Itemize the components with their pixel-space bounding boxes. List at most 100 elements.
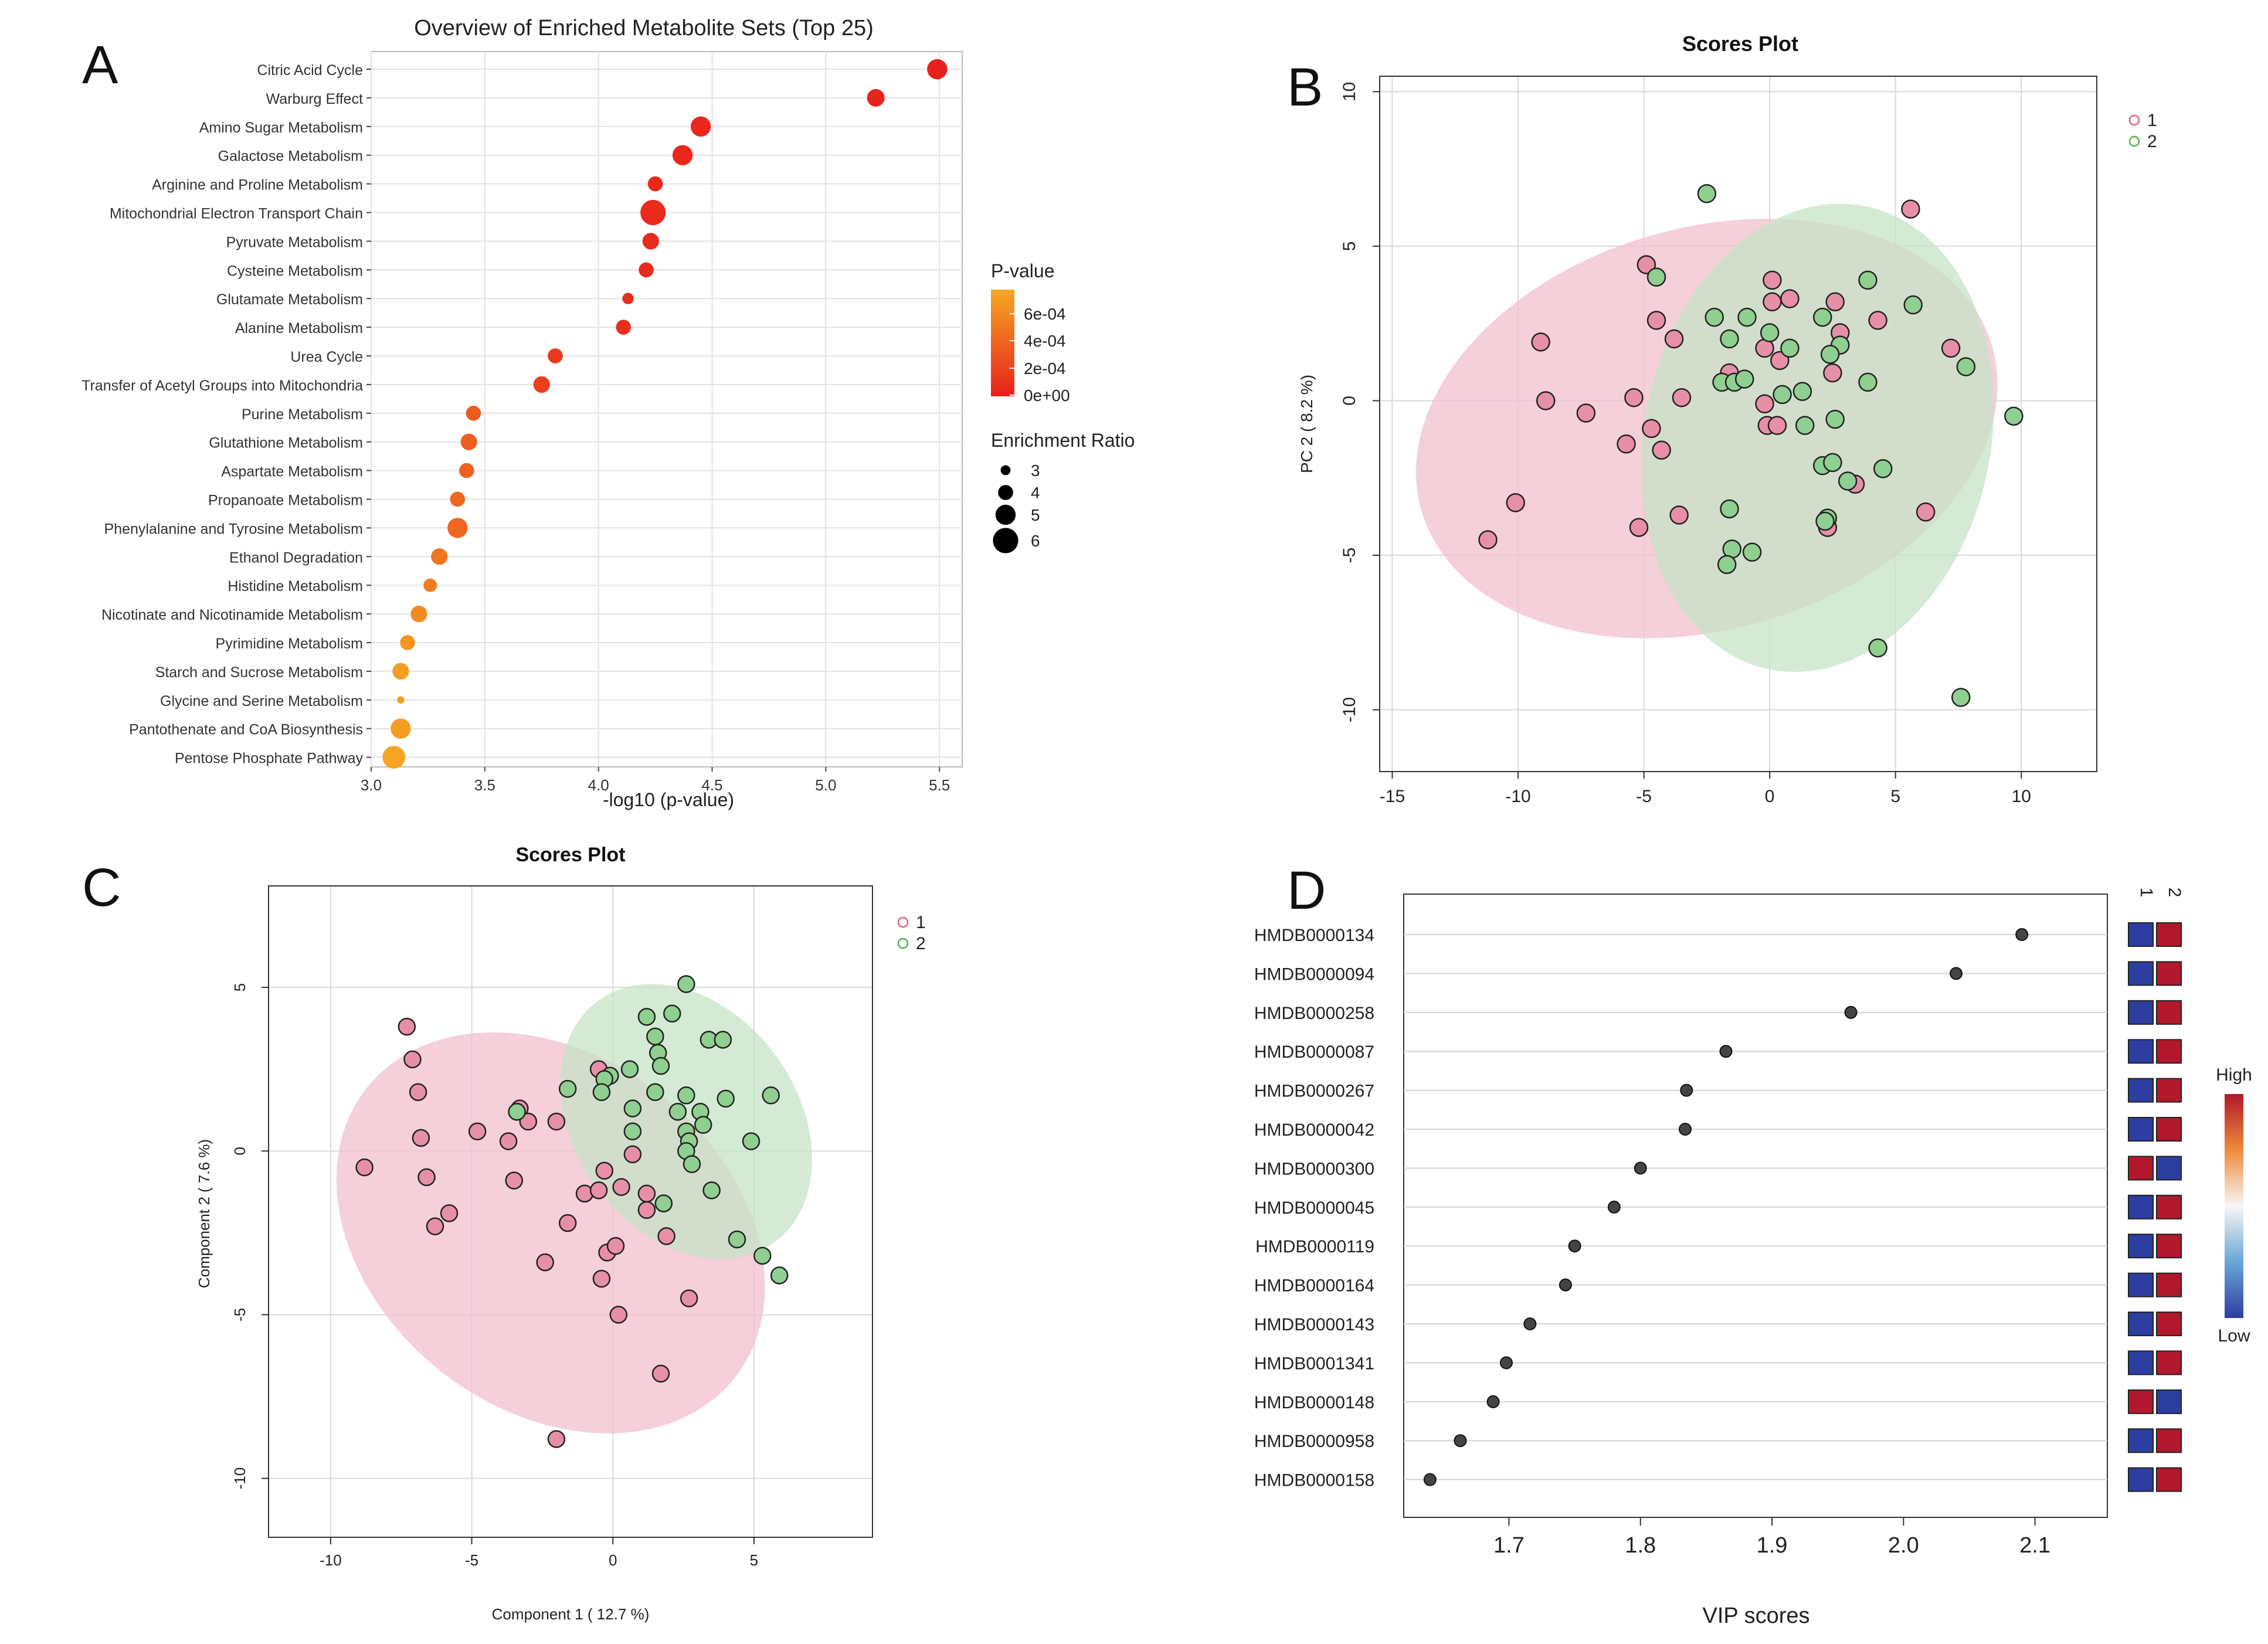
vip-point bbox=[1680, 1083, 1693, 1097]
x-tick-label: 3.0 bbox=[361, 776, 382, 794]
score-point-group-2 bbox=[1873, 459, 1893, 478]
panel-b-title: Scores Plot bbox=[1682, 32, 1798, 56]
pathway-label: Transfer of Acetyl Groups into Mitochond… bbox=[82, 378, 363, 394]
score-point-group-2 bbox=[728, 1230, 746, 1249]
score-point-group-1 bbox=[589, 1181, 608, 1200]
pathway-label: Arginine and Proline Metabolism bbox=[152, 177, 363, 193]
score-point-group-2 bbox=[1823, 453, 1842, 473]
x-tick-label: 5.0 bbox=[815, 776, 836, 794]
panel-c: C Scores Plot -10 -5 0 5 -10 -5 0 5 Component … bbox=[82, 844, 926, 1623]
panel-a-x-ticks: 3.0 3.5 4.0 4.5 5.0 5.5 bbox=[361, 767, 950, 794]
panel-b-plot-frame bbox=[1379, 76, 2097, 772]
pathway-point bbox=[450, 491, 466, 507]
score-point-group-1 bbox=[398, 1017, 416, 1036]
score-point-group-1 bbox=[612, 1178, 630, 1196]
score-point-group-1 bbox=[426, 1217, 444, 1235]
score-point-group-1 bbox=[623, 1145, 642, 1164]
metabolite-label: HMDB0000148 bbox=[1254, 1393, 1374, 1412]
pathway-label: Cysteine Metabolism bbox=[227, 263, 363, 279]
y-tick-label: 5 bbox=[231, 983, 249, 991]
metabolite-label: HMDB0000094 bbox=[1254, 964, 1374, 984]
panel-c-title: Scores Plot bbox=[515, 844, 625, 866]
pathway-point bbox=[548, 348, 563, 364]
enrichment-legend-title: Enrichment Ratio bbox=[991, 430, 1135, 451]
vip-point bbox=[1454, 1434, 1467, 1448]
score-point-group-1 bbox=[440, 1204, 459, 1222]
score-point-group-1 bbox=[657, 1227, 675, 1245]
legend-label: 2 bbox=[2147, 132, 2157, 151]
pathway-label: Propanoate Metabolism bbox=[208, 492, 363, 509]
score-point-group-2 bbox=[668, 1102, 687, 1121]
score-point-group-1 bbox=[1755, 394, 1774, 413]
pathway-point bbox=[392, 663, 409, 680]
score-point-group-1 bbox=[536, 1253, 554, 1272]
score-point-group-2 bbox=[753, 1246, 772, 1265]
panel-c-y-ticks: -10 -5 0 5 bbox=[231, 983, 269, 1489]
heatmap-cell bbox=[2128, 1194, 2154, 1220]
score-point-group-2 bbox=[558, 1079, 577, 1098]
enrichment-size-label: 5 bbox=[1031, 506, 1040, 524]
heatmap-cell bbox=[2156, 1078, 2182, 1103]
vip-point bbox=[1568, 1239, 1581, 1253]
pathway-label: Glutamate Metabolism bbox=[216, 291, 363, 308]
pathway-point bbox=[391, 718, 411, 739]
score-point-group-2 bbox=[654, 1194, 673, 1212]
score-point-group-1 bbox=[412, 1129, 430, 1147]
heatmap-cell bbox=[2156, 1117, 2182, 1142]
panel-c-x-ticks: -10 -5 0 5 bbox=[320, 1537, 758, 1569]
heatmap-cell bbox=[2128, 1000, 2154, 1025]
enrichment-size-point bbox=[998, 485, 1013, 500]
score-point-group-2 bbox=[637, 1008, 656, 1026]
x-tick-label: 3.5 bbox=[474, 776, 495, 794]
x-tick-label: 0 bbox=[609, 1551, 617, 1569]
score-point-group-2 bbox=[1717, 555, 1737, 575]
score-point-group-1 bbox=[1506, 493, 1525, 512]
metabolite-label: HMDB0001341 bbox=[1254, 1354, 1374, 1373]
panel-d-grid bbox=[1404, 934, 2107, 1480]
score-point-group-1 bbox=[1664, 329, 1684, 349]
metabolite-label: HMDB0000164 bbox=[1254, 1276, 1374, 1296]
legend-marker bbox=[897, 916, 909, 928]
pathway-point bbox=[533, 376, 550, 393]
panel-d: D HMDB0000134HMDB0000094HMDB0000258HMDB0… bbox=[1254, 861, 2252, 1628]
panel-b-label: B bbox=[1287, 57, 1323, 117]
legend-marker bbox=[2128, 114, 2140, 126]
score-point-group-1 bbox=[1531, 332, 1550, 352]
pathway-point bbox=[410, 605, 427, 623]
heatmap-cell bbox=[2156, 1272, 2182, 1297]
heatmap-cell bbox=[2128, 1272, 2154, 1297]
p-value-legend-label: 6e-04 bbox=[1024, 305, 1066, 323]
score-point-group-1 bbox=[1763, 292, 1782, 312]
score-point-group-2 bbox=[683, 1155, 701, 1173]
panel-b-y-ticks: -10 -5 0 5 10 bbox=[1340, 82, 1380, 722]
score-point-group-2 bbox=[646, 1083, 664, 1101]
vip-point bbox=[1950, 967, 1963, 980]
panel-d-x-axis-title: VIP scores bbox=[1702, 1604, 1809, 1628]
pathway-point bbox=[690, 116, 711, 137]
score-point-group-1 bbox=[355, 1158, 374, 1177]
score-point-group-2 bbox=[1760, 323, 1780, 342]
heatmap-cell bbox=[2128, 1428, 2154, 1453]
vip-colorbar-low-label: Low bbox=[2218, 1326, 2250, 1346]
pathway-point bbox=[647, 176, 663, 192]
score-point-group-2 bbox=[1697, 184, 1717, 203]
pathway-point bbox=[639, 262, 654, 278]
heatmap-cell bbox=[2128, 1467, 2154, 1492]
legend-marker bbox=[2128, 135, 2140, 147]
score-point-group-2 bbox=[1956, 357, 1976, 376]
pathway-point bbox=[927, 59, 948, 80]
score-point-group-1 bbox=[403, 1050, 422, 1069]
score-point-group-2 bbox=[1773, 385, 1792, 405]
score-point-group-1 bbox=[1823, 363, 1842, 383]
score-point-group-2 bbox=[508, 1102, 526, 1121]
score-point-group-2 bbox=[702, 1181, 721, 1200]
score-point-group-2 bbox=[717, 1089, 735, 1108]
enrichment-size-point bbox=[1000, 465, 1011, 475]
score-point-group-1 bbox=[592, 1269, 611, 1288]
y-tick-label: -10 bbox=[231, 1468, 249, 1490]
pathway-point bbox=[616, 320, 631, 335]
p-value-colorbar bbox=[991, 290, 1014, 396]
panel-d-metabolite-labels: HMDB0000134 HMDB0000094 HMDB0000258 HMDB000… bbox=[1254, 926, 1374, 1490]
x-tick-label: 5.5 bbox=[929, 776, 950, 794]
heatmap-cell bbox=[2156, 922, 2182, 947]
